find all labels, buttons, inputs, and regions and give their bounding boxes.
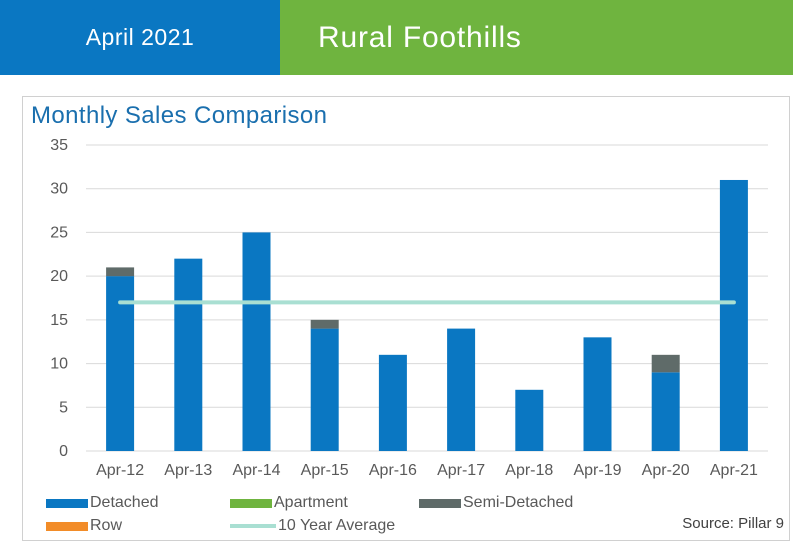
x-tick-label: Apr-12 bbox=[96, 462, 144, 479]
y-tick-label: 30 bbox=[50, 181, 68, 198]
report-date-banner: April 2021 bbox=[0, 0, 280, 75]
x-tick-label: Apr-19 bbox=[573, 462, 621, 479]
legend-average-swatch bbox=[230, 524, 276, 528]
bar-detached bbox=[583, 337, 612, 451]
bar-detached bbox=[174, 258, 203, 451]
legend-semi-detached: Semi-Detached bbox=[419, 494, 573, 512]
x-tick-label: Apr-16 bbox=[369, 462, 417, 479]
legend-ten-year-average: 10 Year Average bbox=[230, 517, 395, 535]
legend-row: Row bbox=[46, 517, 122, 535]
x-tick-label: Apr-21 bbox=[710, 462, 758, 479]
x-tick-label: Apr-18 bbox=[505, 462, 553, 479]
x-tick-label: Apr-15 bbox=[301, 462, 349, 479]
bar-detached bbox=[651, 372, 680, 451]
legend-apartment-swatch bbox=[230, 498, 272, 508]
legend-semi-detached-label: Semi-Detached bbox=[463, 494, 574, 511]
bar-detached bbox=[719, 179, 748, 451]
source-note: Source: Pillar 9 bbox=[682, 515, 784, 532]
y-tick-label: 20 bbox=[50, 268, 68, 285]
report-date-label: April 2021 bbox=[85, 24, 195, 50]
legend-apartment-label: Apartment bbox=[274, 494, 348, 511]
legend-apartment: Apartment bbox=[230, 494, 348, 512]
region-banner: Rural Foothills bbox=[280, 0, 793, 75]
legend-average-label: 10 Year Average bbox=[278, 517, 396, 534]
x-tick-label: Apr-14 bbox=[232, 462, 280, 479]
bar-detached bbox=[242, 232, 271, 451]
y-tick-label: 5 bbox=[59, 399, 68, 416]
y-tick-label: 35 bbox=[50, 137, 68, 154]
y-tick-label: 0 bbox=[59, 443, 68, 460]
y-tick-label: 15 bbox=[50, 312, 68, 329]
chart-panel bbox=[22, 96, 790, 541]
bar-semi-detached bbox=[310, 319, 339, 329]
x-tick-label: Apr-13 bbox=[164, 462, 212, 479]
bar-detached bbox=[310, 328, 339, 451]
legend-row-label: Row bbox=[90, 517, 123, 534]
region-label: Rural Foothills bbox=[318, 20, 522, 54]
x-tick-label: Apr-20 bbox=[642, 462, 690, 479]
bar-detached bbox=[515, 389, 544, 451]
legend-detached: Detached bbox=[46, 494, 159, 512]
legend-detached-swatch bbox=[46, 498, 88, 508]
x-tick-label: Apr-17 bbox=[437, 462, 485, 479]
y-tick-label: 10 bbox=[50, 356, 68, 373]
bar-semi-detached bbox=[651, 354, 680, 373]
legend-row-swatch bbox=[46, 521, 88, 531]
y-tick-label: 25 bbox=[50, 224, 68, 241]
legend-detached-label: Detached bbox=[90, 494, 159, 511]
legend-semi-detached-swatch bbox=[419, 498, 461, 508]
bar-detached bbox=[447, 328, 476, 451]
bar-detached bbox=[378, 354, 407, 451]
chart-title: Monthly Sales Comparison bbox=[31, 102, 328, 129]
bar-semi-detached bbox=[106, 267, 135, 277]
bar-detached bbox=[106, 276, 135, 451]
